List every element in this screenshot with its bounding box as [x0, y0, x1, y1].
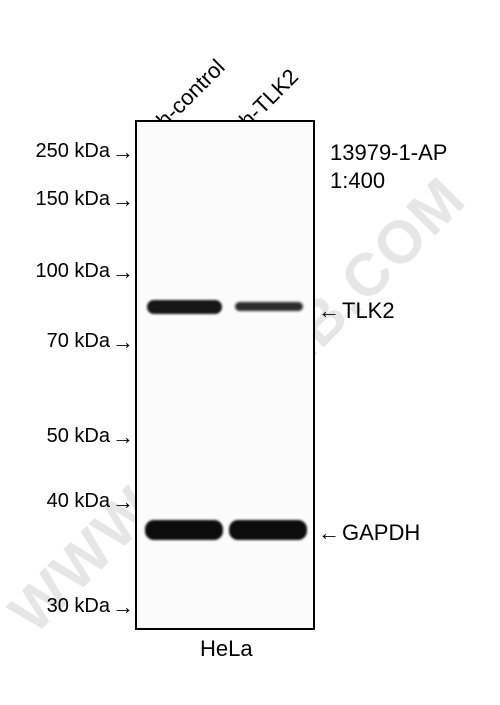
arrow-right-icon: →: [112, 141, 134, 163]
band-tlk2-lane2: [235, 302, 303, 311]
band-label-text: TLK2: [342, 298, 395, 324]
band-tlk2-lane1: [147, 300, 222, 314]
mw-label: 150 kDa: [14, 188, 110, 211]
mw-marker-40: 40 kDa →: [14, 490, 134, 513]
band-label-gapdh: ← GAPDH: [318, 520, 420, 546]
band-gapdh-lane1: [145, 520, 223, 540]
mw-label: 250 kDa: [14, 140, 110, 163]
band-label-text: GAPDH: [342, 520, 420, 546]
mw-label: 100 kDa: [14, 260, 110, 283]
antibody-dilution: 1:400: [330, 168, 385, 194]
band-gapdh-lane2: [229, 520, 307, 540]
blot-figure: WWW.PTGLAB.COM sh-control sh-TLK2 250 kD…: [0, 0, 500, 705]
arrow-right-icon: →: [112, 426, 134, 448]
mw-label: 40 kDa: [14, 490, 110, 513]
mw-marker-150: 150 kDa →: [14, 188, 134, 211]
arrow-right-icon: →: [112, 491, 134, 513]
mw-marker-50: 50 kDa →: [14, 425, 134, 448]
arrow-left-icon: ←: [318, 522, 340, 544]
band-label-tlk2: ← TLK2: [318, 298, 395, 324]
arrow-left-icon: ←: [318, 300, 340, 322]
arrow-right-icon: →: [112, 331, 134, 353]
antibody-catalog-number: 13979-1-AP: [330, 140, 447, 166]
mw-marker-70: 70 kDa →: [14, 330, 134, 353]
blot-membrane: [135, 120, 315, 630]
arrow-right-icon: →: [112, 596, 134, 618]
mw-label: 70 kDa: [14, 330, 110, 353]
arrow-right-icon: →: [112, 261, 134, 283]
mw-marker-250: 250 kDa →: [14, 140, 134, 163]
cell-line-label: HeLa: [200, 636, 253, 662]
mw-marker-100: 100 kDa →: [14, 260, 134, 283]
mw-marker-30: 30 kDa →: [14, 595, 134, 618]
mw-label: 50 kDa: [14, 425, 110, 448]
arrow-right-icon: →: [112, 189, 134, 211]
mw-label: 30 kDa: [14, 595, 110, 618]
